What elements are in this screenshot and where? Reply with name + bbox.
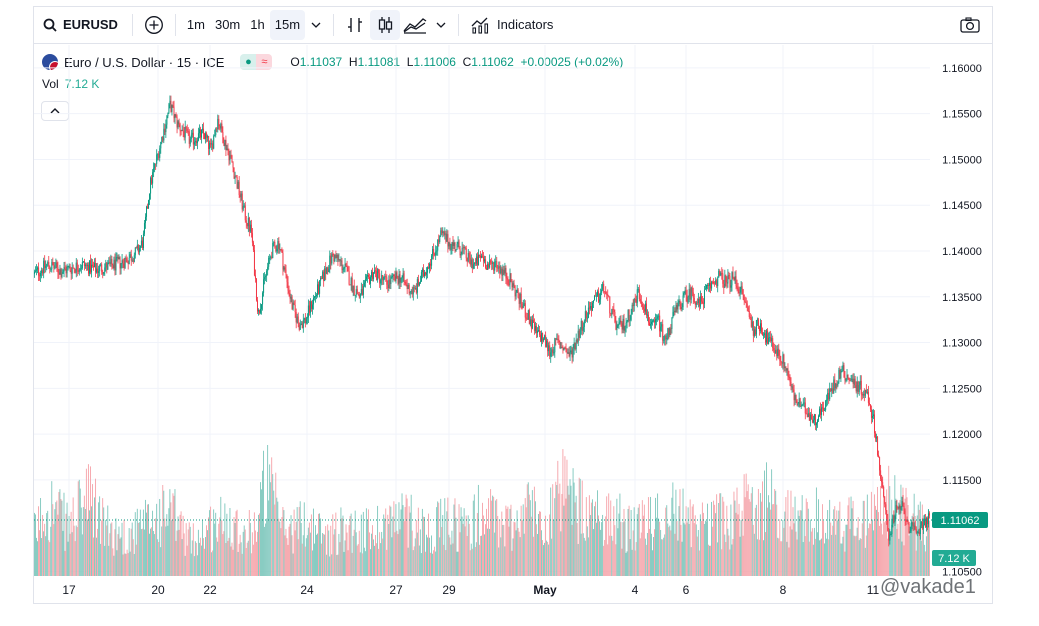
indicators-icon bbox=[471, 17, 489, 34]
compare-symbol-button[interactable] bbox=[139, 10, 169, 40]
chart-bottom-border bbox=[33, 603, 993, 604]
market-status-pill[interactable]: ● ≈ bbox=[240, 54, 273, 70]
volume-label: Vol bbox=[42, 77, 59, 91]
toolbar-divider bbox=[333, 13, 335, 36]
series-legend: Euro / U.S. Dollar · 15 · ICE ● ≈ O1.110… bbox=[42, 52, 623, 72]
indicators-button[interactable]: Indicators bbox=[465, 10, 559, 40]
candles-style-button[interactable] bbox=[370, 9, 401, 40]
high-value: 1.11081 bbox=[357, 55, 401, 69]
delayed-data-icon: ≈ bbox=[256, 54, 273, 70]
bar-style-button[interactable] bbox=[340, 10, 370, 40]
indicators-label: Indicators bbox=[497, 17, 554, 32]
chart-frame bbox=[33, 6, 993, 604]
area-style-button[interactable] bbox=[400, 10, 430, 40]
chevron-down-icon bbox=[436, 22, 446, 28]
plus-circle-icon bbox=[144, 15, 163, 34]
toolbar-divider bbox=[174, 13, 176, 36]
interval-30m[interactable]: 30m bbox=[214, 17, 241, 32]
toolbar-divider bbox=[131, 13, 133, 36]
ohlc-values: O1.11037 H1.11081 L1.11006 C1.11062 +0.0… bbox=[290, 55, 624, 69]
chevron-down-icon bbox=[311, 22, 321, 28]
top-toolbar: EURUSD 1m 30m 1h 15m Indicators bbox=[33, 6, 993, 44]
bars-icon bbox=[348, 17, 363, 32]
area-chart-icon bbox=[403, 17, 427, 34]
interval-1m[interactable]: 1m bbox=[186, 17, 205, 32]
open-value: 1.11037 bbox=[299, 55, 343, 69]
change-value: +0.00025 (+0.02%) bbox=[520, 55, 624, 69]
screenshot-button[interactable] bbox=[955, 10, 985, 40]
interval-dropdown[interactable] bbox=[305, 10, 327, 40]
market-open-dot-icon: ● bbox=[240, 54, 257, 70]
volume-legend: Vol 7.12 K bbox=[42, 77, 99, 91]
collapse-legend-button[interactable] bbox=[41, 101, 69, 121]
symbol-search-button[interactable]: EURUSD bbox=[33, 10, 126, 40]
symbol-label: EURUSD bbox=[63, 17, 118, 32]
search-icon bbox=[43, 18, 57, 32]
watermark: @vakade1 bbox=[880, 576, 976, 598]
chart-style-dropdown[interactable] bbox=[430, 10, 452, 40]
volume-value: 7.12 K bbox=[64, 77, 100, 91]
chevron-up-icon bbox=[50, 108, 60, 114]
candles-icon bbox=[378, 16, 393, 33]
toolbar-divider bbox=[458, 13, 460, 36]
interval-1h[interactable]: 1h bbox=[250, 17, 265, 32]
low-value: 1.11006 bbox=[413, 55, 456, 69]
eu-us-flag-icon bbox=[42, 54, 58, 70]
series-title[interactable]: Euro / U.S. Dollar · 15 · ICE bbox=[64, 54, 225, 70]
camera-icon bbox=[960, 16, 980, 33]
close-value: 1.11062 bbox=[471, 55, 514, 69]
interval-15m[interactable]: 15m bbox=[269, 9, 306, 40]
